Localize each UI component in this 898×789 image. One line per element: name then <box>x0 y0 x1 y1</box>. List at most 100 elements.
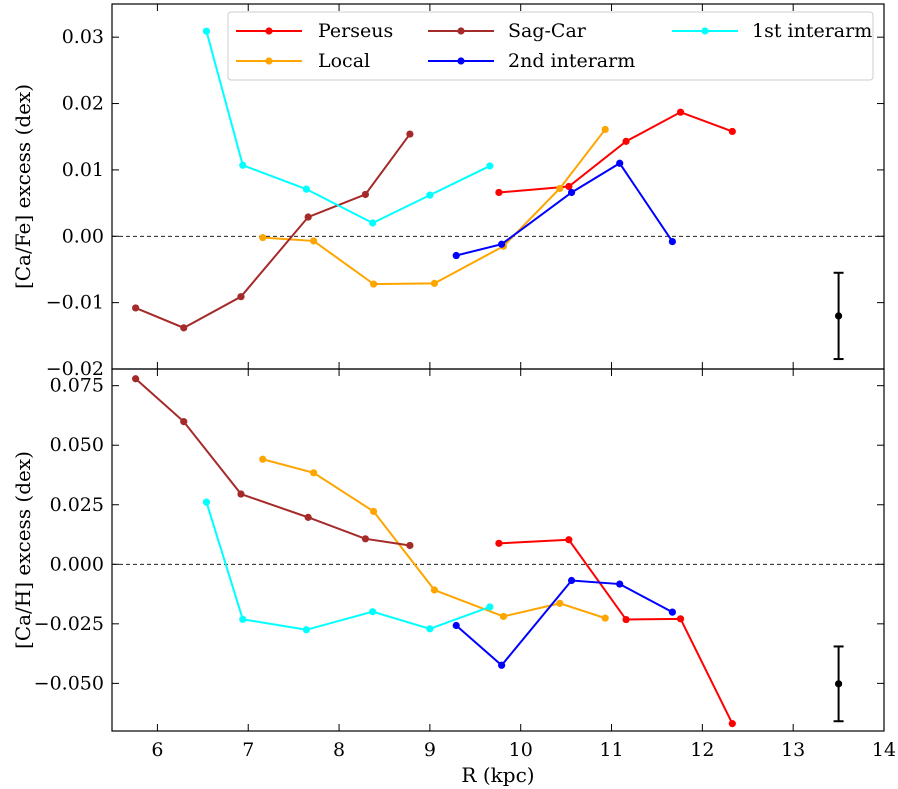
legend-label-perseus: Perseus <box>318 20 393 42</box>
data-point-2nd-interarm <box>567 576 576 585</box>
data-point-2nd-interarm <box>498 240 506 248</box>
data-point-2nd-interarm <box>616 159 624 167</box>
x-tick-label: 13 <box>781 739 805 761</box>
series-line-1st-interarm <box>205 501 491 631</box>
data-point-1st-interarm <box>426 625 434 633</box>
data-point-local <box>601 125 609 134</box>
data-point-2nd-interarm <box>668 237 676 246</box>
legend-entry-1st-interarm: 1st interarm <box>672 20 872 42</box>
legend-label-2nd-interarm: 2nd interarm <box>508 50 635 72</box>
data-point-local <box>369 280 378 288</box>
legend-entry-local: Local <box>236 50 370 72</box>
bottom-error-bar <box>833 645 844 723</box>
data-point-sag-car <box>406 541 414 550</box>
data-point-local <box>310 237 318 245</box>
bottom-y-axis-label: [Ca/H] excess (dex) <box>11 451 35 649</box>
y-tick-label: −0.050 <box>34 672 104 694</box>
x-tick-label: 8 <box>333 739 345 761</box>
data-point-2nd-interarm <box>567 188 576 197</box>
legend-label-1st-interarm: 1st interarm <box>752 20 872 42</box>
y-tick-label: 0.00 <box>62 225 104 247</box>
error-bar-point <box>834 312 843 320</box>
data-point-sag-car <box>180 418 188 426</box>
data-point-2nd-interarm <box>616 580 624 588</box>
legend-label-local: Local <box>318 50 370 72</box>
data-point-local <box>430 279 439 287</box>
legend: Perseus Local Sag-Car 2nd interarm 1st i <box>227 11 874 81</box>
y-tick-label: −0.02 <box>46 358 104 380</box>
x-tick-label: 10 <box>509 739 533 761</box>
legend-marker-sag-car <box>457 27 465 35</box>
x-tick-label: 12 <box>690 739 714 761</box>
data-point-local <box>259 234 267 242</box>
legend-marker-local <box>265 57 273 65</box>
data-point-1st-interarm <box>486 603 494 611</box>
data-point-local <box>499 612 508 621</box>
y-tick-label: −0.01 <box>46 292 104 314</box>
y-tick-label: 0.01 <box>62 159 104 181</box>
y-tick-label: 0.050 <box>50 434 104 456</box>
data-point-perseus <box>495 539 503 547</box>
data-point-sag-car <box>132 304 140 312</box>
legend-marker-2nd-interarm <box>457 57 465 65</box>
data-point-local <box>310 469 318 477</box>
x-axis-label: R (kpc) <box>461 763 534 787</box>
data-point-local <box>259 455 267 463</box>
bottom-ticks: −0.050 −0.025 0.000 0.025 0.050 0.075 6 7 8 9 10 11… <box>34 369 896 761</box>
data-point-sag-car <box>406 130 414 138</box>
data-point-1st-interarm <box>302 185 310 193</box>
legend-marker-1st-interarm <box>701 27 709 35</box>
data-point-local <box>601 614 609 622</box>
y-tick-label: −0.025 <box>34 613 104 635</box>
data-point-1st-interarm <box>202 27 211 35</box>
x-tick-label: 14 <box>872 739 896 761</box>
data-point-perseus <box>565 182 573 191</box>
legend-label-sag-car: Sag-Car <box>508 20 587 42</box>
top-error-bar <box>833 271 844 361</box>
data-point-local <box>369 507 378 516</box>
data-point-sag-car <box>180 324 188 332</box>
data-point-sag-car <box>304 213 312 221</box>
top-y-axis-label: [Ca/Fe] excess (dex) <box>11 84 35 289</box>
data-point-1st-interarm <box>369 219 377 227</box>
data-point-perseus <box>728 127 736 136</box>
data-point-2nd-interarm <box>498 661 506 669</box>
data-point-sag-car <box>361 535 369 543</box>
data-point-sag-car <box>132 375 140 383</box>
data-point-2nd-interarm <box>668 608 676 616</box>
x-tick-label: 11 <box>599 739 623 761</box>
data-point-1st-interarm <box>239 615 247 623</box>
data-point-local <box>556 599 564 607</box>
data-point-1st-interarm <box>302 626 310 634</box>
y-tick-label: 0.075 <box>50 375 104 397</box>
legend-entry-2nd-interarm: 2nd interarm <box>428 50 635 72</box>
legend-box <box>227 11 874 81</box>
x-tick-label: 9 <box>424 739 436 761</box>
data-point-1st-interarm <box>426 191 434 199</box>
data-point-1st-interarm <box>369 608 377 616</box>
bottom-panel: −0.050 −0.025 0.000 0.025 0.050 0.075 6 7 8 9 10 11… <box>11 368 896 787</box>
bottom-axes-frame <box>111 368 885 732</box>
data-point-local <box>556 184 564 193</box>
data-point-perseus <box>495 188 503 197</box>
data-point-perseus <box>565 536 573 544</box>
data-point-1st-interarm <box>486 162 494 170</box>
y-tick-label: 0.02 <box>62 93 104 115</box>
data-point-2nd-interarm <box>452 621 460 630</box>
data-point-2nd-interarm <box>452 251 460 260</box>
legend-entry-perseus: Perseus <box>236 20 393 42</box>
y-tick-label: 0.025 <box>50 494 104 516</box>
top-panel: −0.02 −0.01 0.00 0.01 0.02 0.03 [Ca/Fe] exces… <box>11 3 885 380</box>
legend-marker-perseus <box>265 27 273 35</box>
legend-entry-sag-car: Sag-Car <box>428 20 587 42</box>
series-line-sag-car <box>135 133 411 329</box>
x-tick-label: 7 <box>242 739 254 761</box>
data-point-perseus <box>622 137 630 145</box>
top-ticks: −0.02 −0.01 0.00 0.01 0.02 0.03 <box>46 4 885 380</box>
data-point-sag-car <box>237 293 245 301</box>
data-point-1st-interarm <box>202 498 211 506</box>
data-point-1st-interarm <box>239 161 247 169</box>
data-point-perseus <box>728 720 736 728</box>
data-point-perseus <box>676 108 685 116</box>
